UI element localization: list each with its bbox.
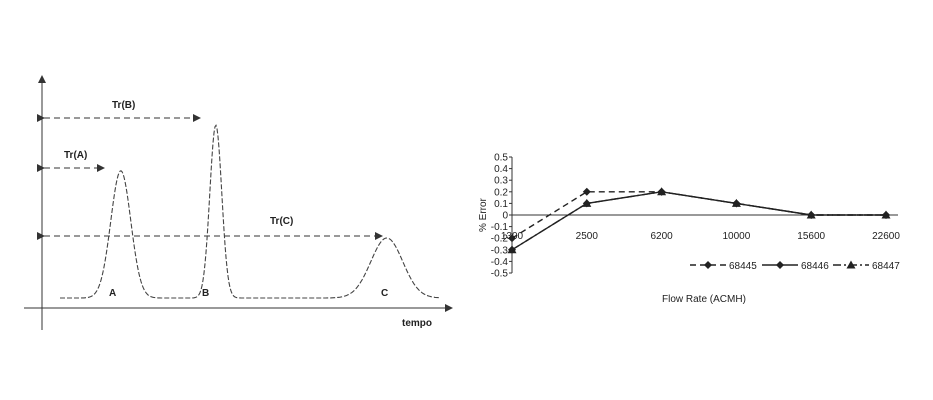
legend-label-68446: 68446 [801,261,829,272]
peak-b-label: B [202,288,209,299]
legend-marker [846,260,856,269]
y-tick-label: 0.5 [494,153,508,164]
y-tick-label: -0.2 [491,234,509,245]
chromatogram-trace [60,124,441,299]
y-tick-label: -0.5 [491,269,509,280]
data-point [881,210,891,219]
y-tick-label: 0 [502,211,508,222]
x-tick-label: 2500 [576,231,599,242]
error-x-label: Flow Rate (ACMH) [662,294,746,305]
y-tick-label: -0.3 [491,245,509,256]
tr-c-label: Tr(C) [270,216,293,227]
y-tick-labels: 0.50.40.30.20.10-0.1-0.2-0.3-0.4-0.5 [491,153,512,280]
series-lines [507,187,891,254]
x-tick-label: 10000 [722,231,750,242]
tr-a-label: Tr(A) [64,150,87,161]
data-point [731,198,741,207]
x-tick-label: 6200 [650,231,673,242]
y-tick-label: 0.1 [494,199,508,210]
legend: 68445 68446 68447 [690,260,900,272]
y-tick-label: -0.4 [491,257,509,268]
peak-c-label: C [381,288,388,299]
tr-b-label: Tr(B) [112,100,135,111]
error-y-label: % Error [478,197,489,232]
legend-marker [776,261,784,269]
data-point [657,187,667,196]
x-tick-label: 22600 [872,231,900,242]
data-point [508,234,516,243]
y-tick-label: 0.4 [494,164,508,175]
y-tick-label: 0.3 [494,176,508,187]
series-line-68447 [511,191,886,251]
chromatogram-x-label: tempo [402,318,432,329]
y-tick-label: 0.2 [494,187,508,198]
data-point [507,245,517,254]
legend-label-68447: 68447 [872,261,900,272]
x-tick-labels: 130025006200100001560022600 [501,231,900,242]
series-line-68446 [511,191,886,251]
legend-marker [704,261,712,269]
peak-a-label: A [109,288,116,299]
legend-label-68445: 68445 [729,261,757,272]
data-point [582,187,591,196]
data-point [582,198,592,207]
x-tick-label: 15600 [797,231,825,242]
y-tick-label: -0.1 [491,222,509,233]
data-point [806,210,816,219]
